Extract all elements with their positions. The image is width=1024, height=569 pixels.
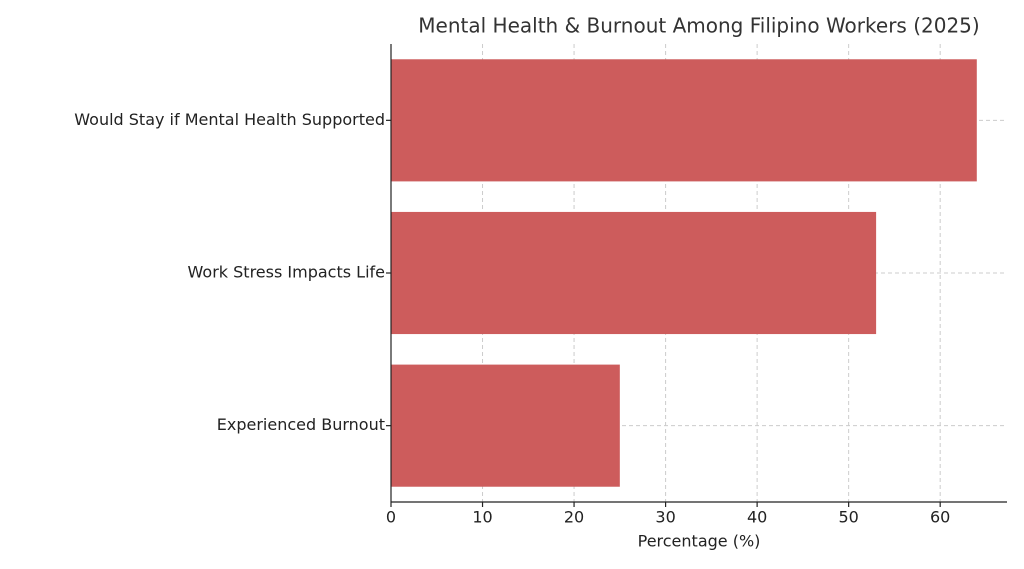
- x-tick-label: 30: [655, 508, 675, 527]
- y-tick-label: Would Stay if Mental Health Supported: [74, 110, 385, 129]
- x-tick-label: 40: [747, 508, 767, 527]
- y-tick-label: Experienced Burnout: [217, 415, 385, 434]
- x-tick-label: 0: [386, 508, 396, 527]
- bar: [391, 364, 620, 487]
- bar: [391, 211, 877, 335]
- bar: [391, 59, 977, 182]
- x-tick-label: 10: [472, 508, 492, 527]
- x-tick-label: 20: [564, 508, 584, 527]
- x-tick-label: 50: [838, 508, 858, 527]
- chart-title: Mental Health & Burnout Among Filipino W…: [418, 14, 979, 38]
- x-tick-label: 60: [930, 508, 950, 527]
- y-tick-label: Work Stress Impacts Life: [188, 263, 385, 282]
- x-axis-label: Percentage (%): [638, 532, 761, 551]
